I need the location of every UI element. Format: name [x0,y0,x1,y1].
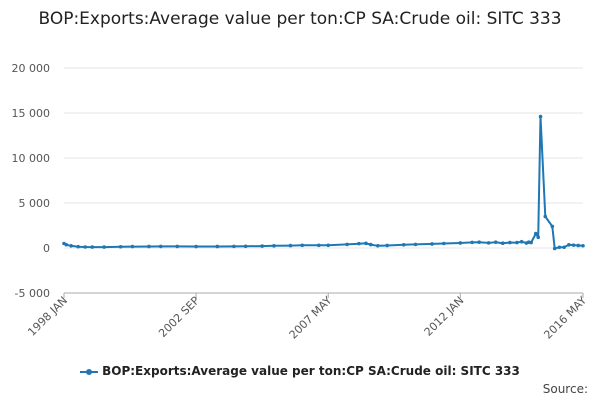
data-point [413,242,418,247]
data-point [519,239,524,244]
data-point [552,246,557,251]
data-point [345,242,349,247]
series-path [63,115,584,250]
data-point [550,224,555,229]
data-point [385,243,389,248]
data-point [147,244,151,249]
data-point [118,244,123,249]
legend-series-label: BOP:Exports:Average value per ton:CP SA:… [102,364,520,378]
data-point [571,243,576,247]
chart-title: BOP:Exports:Average value per ton:CP SA:… [38,9,562,29]
data-point [368,242,373,247]
x-tick-label: 2012 JAN [422,294,467,339]
x-tick-label: 1998 JAN [25,294,70,339]
data-point [508,240,512,245]
data-point [300,243,305,248]
data-point [536,235,540,239]
data-point [442,241,446,246]
data-point [194,244,198,249]
legend[interactable]: BOP:Exports:Average value per ton:CP SA:… [0,364,600,378]
data-point [64,242,69,247]
data-point [470,240,474,245]
data-point [76,244,80,249]
data-point [515,240,519,245]
data-point [477,240,482,244]
y-tick-label: 5 000 [19,197,51,210]
x-tick-label: 2016 MAY [541,294,589,342]
data-point [562,245,566,250]
y-tick-label: -5 000 [15,287,50,300]
data-point [83,245,88,249]
data-point [364,241,368,246]
series-line [62,114,585,251]
x-tick-label: 2002 SEP [156,294,202,340]
data-point [90,245,95,249]
legend-line-marker-icon [80,368,99,376]
data-point [69,244,73,248]
data-point [581,243,585,248]
x-tick-label: 2007 MAY [287,294,335,342]
data-point [357,241,361,246]
data-point [232,244,236,249]
data-point [288,243,293,248]
data-point [500,241,505,246]
y-tick-label: 20 000 [12,62,51,75]
data-point [316,243,321,248]
data-point [215,244,220,249]
data-point [102,245,106,249]
y-tick-label: 15 000 [12,107,51,120]
source-label: Source: [542,382,588,396]
data-point [130,244,135,249]
data-point [543,214,548,219]
data-point [243,244,248,249]
gridlines [64,67,583,294]
data-point [260,244,264,248]
data-point [576,243,581,248]
y-tick-label: 10 000 [12,152,51,165]
data-point [401,243,406,247]
y-tick-label: 0 [43,242,50,255]
data-point [486,241,491,245]
data-point [326,243,331,248]
data-point [557,245,562,250]
data-point [158,244,163,249]
data-point [458,241,463,245]
data-point [567,243,571,247]
data-point [534,231,538,236]
data-point [272,244,276,248]
data-point [430,242,434,246]
data-point [175,244,180,249]
data-point [538,114,543,119]
x-axis [63,292,584,298]
data-point [529,240,533,245]
data-point [493,240,498,244]
data-point [375,243,380,248]
x-axis-tick-labels: 1998 JAN 2002 SEP 2007 MAY 2012 JAN 2016 MAY [25,294,589,342]
y-axis-tick-labels: 20 000 15 000 10 000 5 000 0 -5 000 [12,62,51,300]
